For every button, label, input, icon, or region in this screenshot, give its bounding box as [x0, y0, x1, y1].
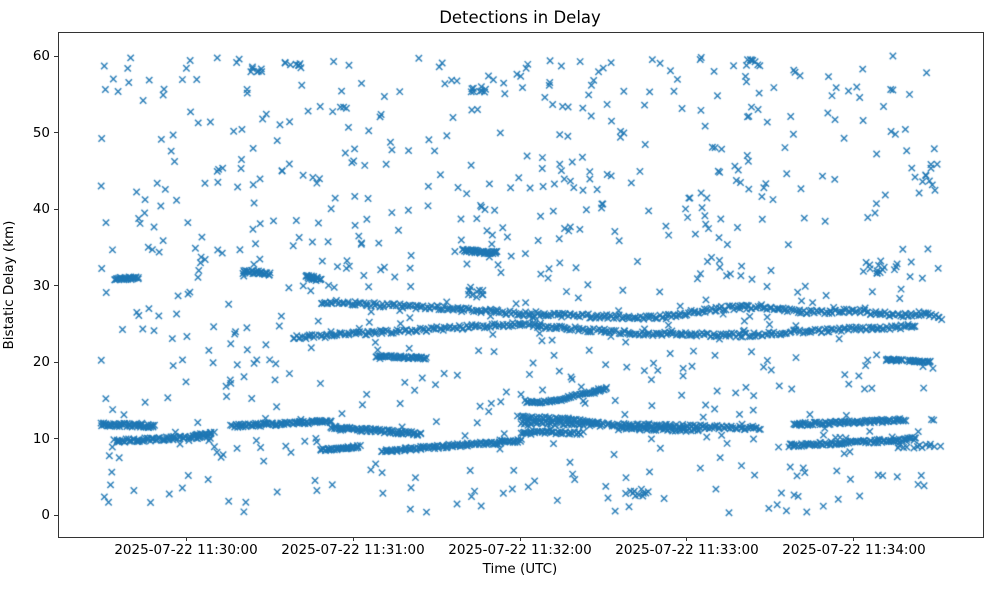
x-tick-mark [185, 537, 187, 541]
plot-area [58, 32, 984, 538]
x-axis-label: Time (UTC) [482, 561, 558, 577]
x-tick-label: 2025-07-22 11:30:00 [114, 542, 258, 558]
x-tick-label: 2025-07-22 11:31:00 [281, 542, 425, 558]
y-tick-mark [54, 285, 58, 287]
y-tick-mark [54, 132, 58, 134]
y-tick-label: 20 [32, 354, 50, 371]
scatter-plot-canvas [59, 33, 983, 537]
x-tick-label: 2025-07-22 11:32:00 [448, 542, 592, 558]
y-tick-label: 10 [32, 430, 50, 447]
x-tick-mark [519, 537, 521, 541]
y-tick-mark [54, 514, 58, 516]
x-tick-mark [686, 537, 688, 541]
y-tick-label: 40 [32, 201, 50, 218]
x-tick-label: 2025-07-22 11:33:00 [615, 542, 759, 558]
x-tick-label: 2025-07-22 11:34:00 [782, 542, 926, 558]
y-tick-label: 50 [32, 124, 50, 141]
x-tick-mark [352, 537, 354, 541]
x-tick-mark [853, 537, 855, 541]
chart-title: Detections in Delay [439, 8, 601, 27]
y-tick-mark [54, 55, 58, 57]
y-tick-label: 0 [41, 507, 50, 524]
y-tick-mark [54, 208, 58, 210]
y-tick-label: 30 [32, 277, 50, 294]
y-tick-mark [54, 361, 58, 363]
y-tick-mark [54, 438, 58, 440]
y-tick-label: 60 [32, 48, 50, 65]
